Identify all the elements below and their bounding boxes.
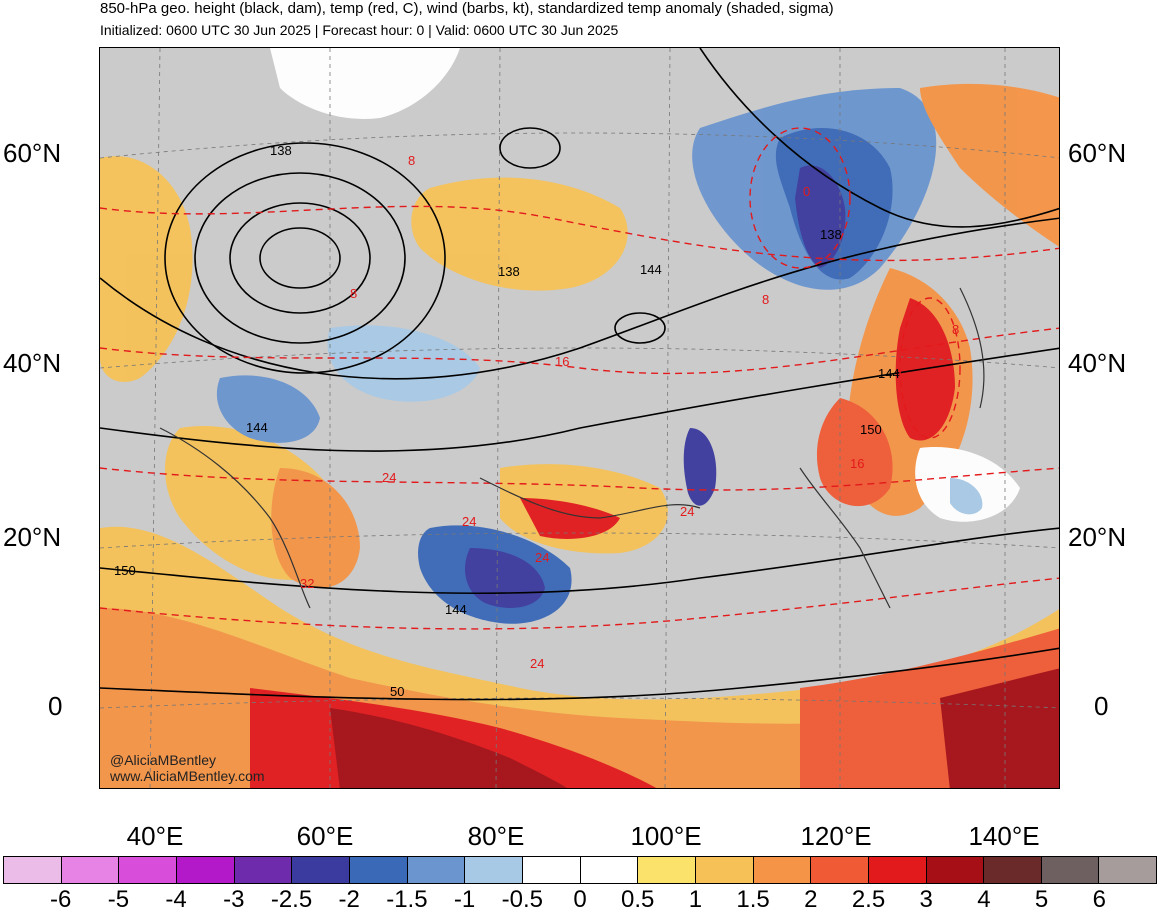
lon-label: 140°E [968,821,1040,851]
colorbar-swatch [234,857,293,883]
colorbar-tick-label: -2.5 [270,886,313,913]
height-label: 144 [246,420,268,435]
height-contours [100,48,1059,701]
height-label: 50 [390,684,404,699]
colorbar-swatch [522,857,581,883]
colorbar-tick-label: -0.5 [501,886,543,913]
lat-label-right: 40°N [1068,348,1127,378]
colorbar-swatch [580,857,639,883]
temp-label: 8 [952,322,959,337]
colorbar-tick-label: -5 [107,886,130,913]
anomaly-map: 138 138 144 138 144 150 144 150 144 50 8… [100,48,1059,788]
height-label: 144 [640,262,662,277]
chart-title: 850-hPa geo. height (black, dam), temp (… [100,0,834,17]
colorbar-swatch [926,857,985,883]
lat-label-right: 20°N [1068,522,1127,552]
lon-label: 120°E [800,821,872,851]
height-label: 138 [498,264,520,279]
height-label: 150 [114,563,136,578]
colorbar-swatch [984,857,1042,883]
colorbar-tick-label: -6 [50,886,72,913]
chart-subtitle: Initialized: 0600 UTC 30 Jun 2025 | Fore… [100,22,619,38]
lat-label-left: 40°N [3,348,62,378]
colorbar-tick-label: 5 [1034,886,1049,913]
colorbar-swatch [4,857,62,883]
colorbar-tick-label: 1 [688,886,703,913]
anomaly-shading [100,48,1059,788]
colorbar-tick-label: -1.5 [386,886,428,913]
colorbar-swatch [119,857,177,883]
temperature-labels: 8 8 0 8 16 24 24 24 24 32 24 16 8 [300,153,959,671]
colorbar-tick-label: 2.5 [851,886,886,913]
colorbar-swatch [1099,857,1157,883]
temp-label: 8 [762,292,769,307]
temp-label: 24 [535,550,549,565]
lon-label: 100°E [630,821,702,851]
map-panel[interactable]: 138 138 144 138 144 150 144 150 144 50 8… [99,47,1060,789]
credit-handle: @AliciaMBentley [110,752,217,768]
temp-label: 24 [462,514,476,529]
temp-label: 8 [350,286,357,301]
colorbar-swatch [753,857,812,883]
lon-label: 60°E [296,821,354,851]
colorbar-swatch [292,857,350,883]
height-label: 144 [445,602,467,617]
lon-label: 80°E [467,821,525,851]
colorbar-swatch [868,857,927,883]
colorbar-tick-label: 0 [573,886,587,913]
temp-label: 0 [803,184,810,199]
colorbar-tick-label: 2 [804,886,818,913]
temp-label: 16 [555,354,569,369]
colorbar-swatch [1041,857,1100,883]
colorbar-swatch [407,857,466,883]
lat-label-left: 0 [48,691,63,721]
colorbar-tick-label: 4 [977,886,991,913]
lat-label-right: 0 [1094,691,1109,721]
colorbar-tick-label: 6 [1092,886,1106,913]
colorbar-tick-label: -3 [223,886,245,913]
lat-label-right: 60°N [1068,138,1127,168]
colorbar-swatch [465,857,523,883]
temp-label: 8 [408,153,415,168]
temperature-contours [100,127,1059,630]
colorbar-tick-label: -1 [453,886,476,913]
colorbar-tick-label: 0.5 [621,886,655,913]
temp-label: 16 [850,456,864,471]
height-label: 150 [860,422,882,437]
lat-label-left: 20°N [3,522,62,552]
lat-label-left: 60°N [3,138,62,168]
height-label: 144 [878,366,900,381]
colorbar-swatch [349,857,408,883]
coastlines [159,287,985,609]
colorbar-swatch [811,857,869,883]
temp-label: 24 [382,470,396,485]
height-labels: 138 138 144 138 144 150 144 150 144 50 [114,143,900,699]
height-label: 138 [820,227,842,242]
colorbar-tick-label: 1.5 [736,886,770,913]
lon-label: 40°E [126,821,184,851]
temp-label: 24 [530,656,544,671]
colorbar-swatch [638,857,696,883]
colorbar-tick-label: 3 [919,886,933,913]
temp-label: 32 [300,576,314,591]
colorbar-tick-label: -4 [165,886,187,913]
colorbar-swatch [695,857,754,883]
temp-label: 24 [680,504,694,519]
colorbar [3,856,1157,884]
colorbar-swatch [176,857,235,883]
colorbar-swatch [61,857,120,883]
credit-website[interactable]: www.AliciaMBentley.com [110,768,265,784]
height-label: 138 [270,143,292,158]
colorbar-tick-label: -2 [338,886,360,913]
